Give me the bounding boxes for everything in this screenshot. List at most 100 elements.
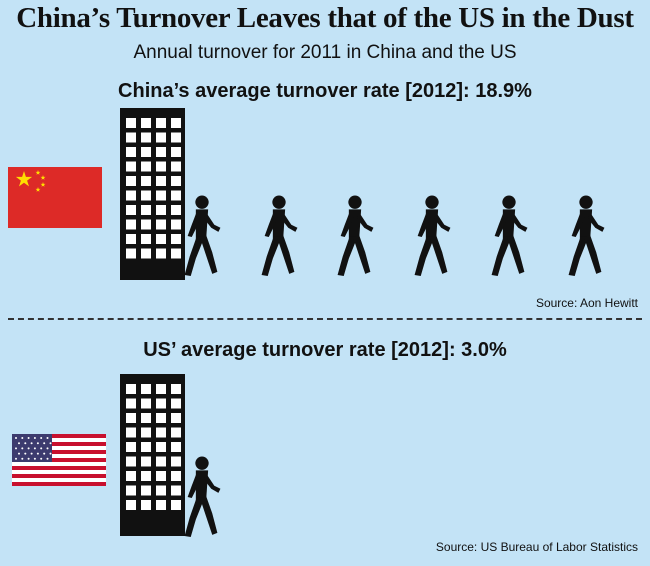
flag-star: [40, 457, 43, 460]
building-window: [126, 190, 136, 201]
flag-star: [21, 447, 24, 450]
us-walkers: [184, 456, 221, 537]
flag-stripe: [12, 458, 106, 462]
flag-star: [21, 457, 24, 460]
building-window: [171, 456, 181, 467]
building-window: [171, 442, 181, 452]
building-window: [156, 190, 166, 201]
walking-person-icon: [184, 195, 221, 276]
building-window: [141, 205, 151, 215]
building-window: [156, 413, 166, 423]
flag-stripe: [12, 482, 106, 486]
building-window: [171, 427, 181, 438]
building-window: [126, 176, 136, 186]
building-window: [171, 147, 181, 157]
building-window: [126, 234, 136, 244]
building-window: [126, 442, 136, 452]
flag-star: [27, 437, 30, 439]
china-walkers: [184, 195, 605, 276]
chart-title: China’s Turnover Leaves that of the US i…: [16, 2, 634, 34]
flag-stripe: [12, 466, 106, 470]
flag-stripe: [12, 434, 106, 438]
building-window: [156, 384, 166, 394]
building-window: [156, 118, 166, 128]
china-source: Source: Aon Hewitt: [535, 296, 638, 310]
flag-star: [24, 442, 27, 445]
building-window: [141, 413, 151, 423]
building-window: [171, 132, 181, 143]
building-window: [141, 161, 151, 172]
flag-star: [27, 457, 30, 460]
walking-person-icon: [337, 195, 374, 276]
building-window: [141, 132, 151, 143]
flag-stripe: [12, 450, 106, 454]
building-window: [126, 205, 136, 215]
flag-star: [30, 452, 33, 455]
building-window: [171, 413, 181, 423]
building-window: [141, 442, 151, 452]
walking-person-icon: [261, 195, 298, 276]
flag-star: [49, 452, 52, 455]
building-window: [171, 398, 181, 409]
building-window: [141, 471, 151, 481]
building-window: [156, 234, 166, 244]
flag-star: [36, 452, 39, 455]
building-window: [171, 118, 181, 128]
flag-star: [15, 447, 17, 450]
flag-star: [46, 457, 49, 460]
building-window: [141, 427, 151, 438]
building-window: [156, 219, 166, 230]
flag-star: [36, 442, 39, 445]
building-window: [156, 471, 166, 481]
building-window: [171, 485, 181, 496]
walking-person-icon: [568, 195, 605, 276]
flag-star: [43, 452, 46, 455]
building-window: [141, 219, 151, 230]
flag-star: [46, 437, 49, 439]
us-flag-icon: [12, 434, 106, 486]
building-window: [171, 161, 181, 172]
building-window: [171, 248, 181, 259]
flag-star: [18, 442, 20, 445]
building-window: [126, 118, 136, 128]
building-window: [141, 500, 151, 510]
flag-star: [33, 437, 36, 439]
building-window: [156, 176, 166, 186]
building-window: [141, 248, 151, 259]
flag-star: [15, 437, 17, 439]
flag-star: [33, 457, 36, 460]
china-heading: China’s average turnover rate [2012]: 18…: [118, 80, 532, 102]
building-window: [171, 500, 181, 510]
building-window: [126, 456, 136, 467]
flag-star: [15, 457, 17, 460]
building-window: [141, 190, 151, 201]
chart-subtitle: Annual turnover for 2011 in China and th…: [133, 42, 517, 63]
flag-star: [40, 437, 43, 439]
building-window: [171, 471, 181, 481]
building-window: [141, 456, 151, 467]
building-window: [171, 384, 181, 394]
building-window: [156, 427, 166, 438]
china-flag-icon: [8, 167, 102, 228]
walking-person-icon: [491, 195, 528, 276]
building-window: [126, 248, 136, 259]
building-window: [141, 176, 151, 186]
section-divider: [8, 318, 642, 320]
building-window: [126, 147, 136, 157]
building-window: [126, 471, 136, 481]
flag-stripe: [12, 442, 106, 446]
building-window: [171, 205, 181, 215]
flag-star: [18, 452, 20, 455]
building-window: [141, 398, 151, 409]
building-window: [126, 413, 136, 423]
china-building-icon: [120, 108, 185, 280]
walking-person-icon: [184, 456, 221, 537]
building-window: [171, 219, 181, 230]
building-window: [156, 132, 166, 143]
building-window: [156, 205, 166, 215]
building-window: [126, 161, 136, 172]
building-window: [156, 147, 166, 157]
building-window: [171, 176, 181, 186]
flag-star: [27, 447, 30, 450]
